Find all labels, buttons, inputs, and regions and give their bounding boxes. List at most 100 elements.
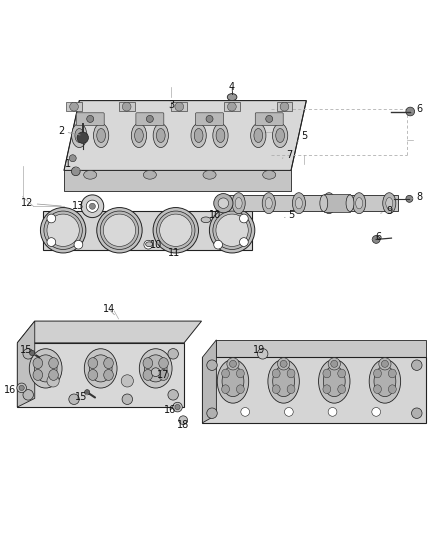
Ellipse shape — [159, 358, 168, 369]
Ellipse shape — [338, 369, 346, 378]
Ellipse shape — [254, 128, 263, 142]
Circle shape — [69, 394, 79, 405]
Polygon shape — [17, 321, 201, 343]
Ellipse shape — [389, 385, 396, 393]
Circle shape — [159, 214, 192, 246]
Polygon shape — [223, 195, 398, 211]
Ellipse shape — [268, 359, 299, 403]
Ellipse shape — [322, 193, 336, 214]
Ellipse shape — [338, 385, 346, 393]
Ellipse shape — [272, 124, 288, 148]
Circle shape — [175, 102, 184, 111]
Ellipse shape — [217, 359, 249, 403]
Ellipse shape — [213, 124, 228, 148]
Circle shape — [151, 368, 160, 376]
Circle shape — [240, 238, 248, 246]
Ellipse shape — [386, 198, 393, 209]
Circle shape — [179, 416, 187, 425]
Ellipse shape — [237, 385, 244, 393]
Circle shape — [146, 116, 153, 123]
Ellipse shape — [374, 369, 381, 378]
Circle shape — [258, 349, 268, 359]
Ellipse shape — [143, 171, 156, 179]
Circle shape — [156, 211, 195, 249]
Polygon shape — [216, 340, 426, 357]
Polygon shape — [43, 211, 252, 250]
Circle shape — [406, 195, 413, 203]
Circle shape — [209, 207, 255, 253]
Circle shape — [280, 102, 289, 111]
Text: 15: 15 — [20, 345, 35, 356]
Ellipse shape — [75, 128, 84, 142]
Circle shape — [103, 214, 136, 246]
Circle shape — [280, 360, 287, 367]
FancyBboxPatch shape — [277, 102, 292, 111]
Text: 9: 9 — [381, 206, 392, 216]
Circle shape — [372, 408, 381, 416]
Ellipse shape — [265, 198, 272, 209]
Text: 17: 17 — [157, 370, 170, 380]
Ellipse shape — [88, 369, 98, 381]
Circle shape — [381, 360, 389, 367]
Circle shape — [206, 116, 213, 123]
Circle shape — [40, 207, 86, 253]
Ellipse shape — [49, 369, 58, 381]
FancyBboxPatch shape — [255, 113, 283, 125]
Ellipse shape — [389, 369, 396, 378]
Ellipse shape — [159, 369, 168, 381]
Ellipse shape — [353, 193, 366, 214]
Circle shape — [153, 207, 198, 253]
Circle shape — [241, 408, 250, 416]
Ellipse shape — [84, 171, 97, 179]
Polygon shape — [64, 101, 306, 171]
Text: 10: 10 — [208, 210, 221, 220]
Circle shape — [100, 211, 139, 249]
Polygon shape — [64, 171, 291, 191]
Ellipse shape — [263, 171, 276, 179]
Circle shape — [175, 405, 180, 410]
Ellipse shape — [287, 385, 295, 393]
Circle shape — [372, 236, 380, 244]
Circle shape — [412, 408, 422, 418]
Ellipse shape — [222, 385, 230, 393]
Circle shape — [216, 214, 248, 246]
Text: 12: 12 — [21, 198, 61, 208]
Circle shape — [89, 203, 95, 209]
Circle shape — [47, 214, 79, 246]
Ellipse shape — [49, 358, 58, 369]
Circle shape — [23, 390, 33, 400]
Ellipse shape — [194, 128, 203, 142]
Ellipse shape — [84, 349, 117, 388]
Circle shape — [69, 155, 76, 161]
Ellipse shape — [318, 359, 350, 403]
Ellipse shape — [323, 366, 345, 397]
Circle shape — [213, 211, 251, 249]
Circle shape — [173, 402, 182, 412]
Polygon shape — [64, 101, 79, 171]
Circle shape — [23, 349, 33, 359]
Circle shape — [17, 383, 26, 393]
Text: 3: 3 — [168, 100, 174, 110]
Ellipse shape — [323, 385, 331, 393]
FancyBboxPatch shape — [224, 102, 240, 111]
Circle shape — [85, 390, 90, 395]
Ellipse shape — [374, 385, 381, 393]
Text: 10: 10 — [149, 240, 162, 249]
Text: 16: 16 — [164, 405, 176, 415]
Circle shape — [81, 195, 104, 217]
Ellipse shape — [33, 358, 42, 369]
Circle shape — [29, 350, 35, 356]
Circle shape — [47, 375, 59, 387]
Ellipse shape — [262, 193, 276, 214]
Circle shape — [207, 360, 217, 370]
Text: 7: 7 — [283, 150, 292, 160]
Circle shape — [47, 214, 56, 223]
Circle shape — [144, 240, 152, 249]
Circle shape — [328, 408, 337, 416]
Ellipse shape — [222, 366, 244, 397]
FancyBboxPatch shape — [119, 102, 134, 111]
Ellipse shape — [201, 217, 211, 223]
Ellipse shape — [383, 193, 396, 214]
Ellipse shape — [323, 369, 331, 378]
Ellipse shape — [93, 124, 109, 148]
